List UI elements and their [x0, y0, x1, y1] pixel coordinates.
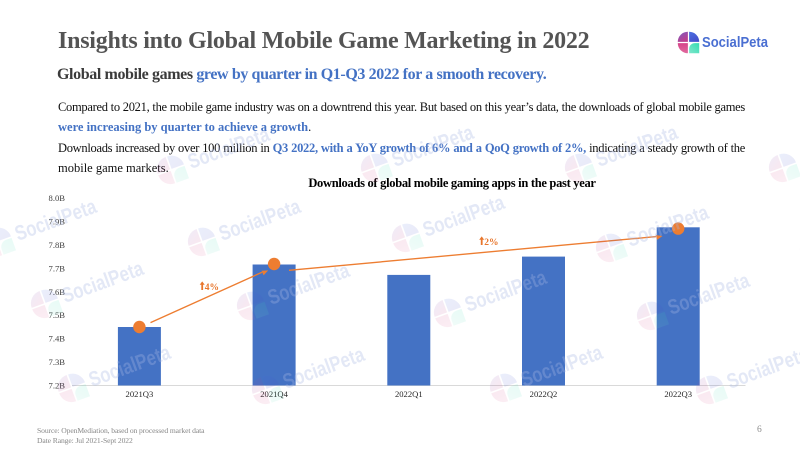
svg-text:2022Q3: 2022Q3 — [664, 389, 692, 399]
svg-text:4%: 4% — [205, 283, 219, 293]
svg-text:7.7B: 7.7B — [49, 263, 66, 273]
svg-text:2%: 2% — [484, 238, 498, 248]
svg-text:7.8B: 7.8B — [49, 240, 66, 250]
svg-text:7.3B: 7.3B — [49, 357, 66, 367]
svg-text:7.5B: 7.5B — [49, 310, 66, 320]
svg-text:7.9B: 7.9B — [49, 216, 66, 226]
svg-text:2022Q2: 2022Q2 — [530, 389, 558, 399]
svg-text:7.6B: 7.6B — [49, 287, 66, 297]
svg-text:7.2B: 7.2B — [49, 381, 66, 391]
svg-text:2021Q3: 2021Q3 — [126, 389, 154, 399]
svg-text:7.4B: 7.4B — [49, 334, 66, 344]
svg-text:2022Q1: 2022Q1 — [395, 389, 423, 399]
svg-text:8.0B: 8.0B — [49, 193, 66, 203]
